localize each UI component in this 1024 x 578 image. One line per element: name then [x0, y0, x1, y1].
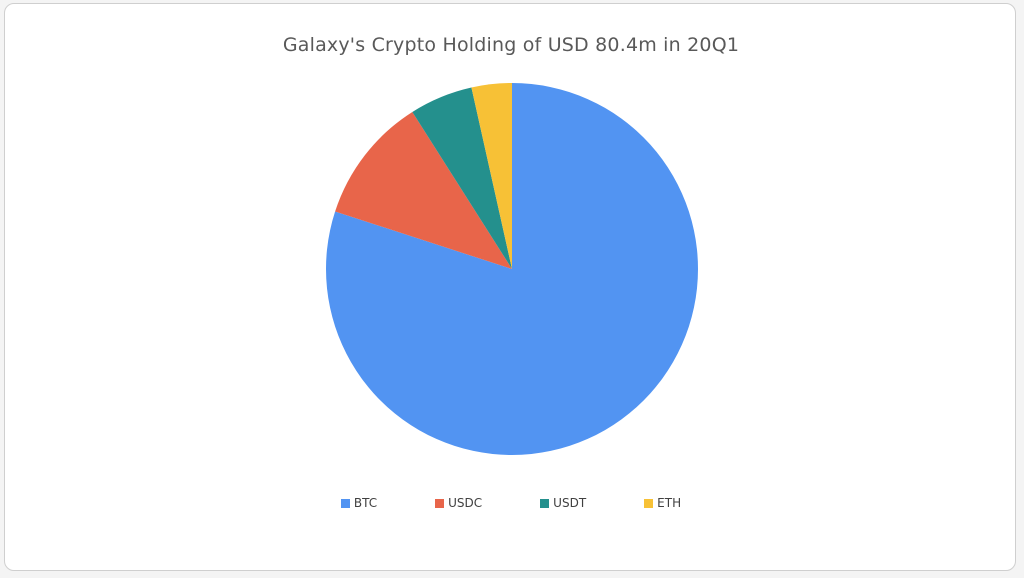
pie-slices — [326, 83, 698, 455]
legend-label: USDC — [448, 496, 483, 510]
legend-swatch — [435, 498, 445, 508]
legend-label: BTC — [353, 496, 378, 510]
legend-item-usdt: USDT — [540, 496, 586, 510]
legend-swatch — [340, 498, 350, 508]
pie-slice-usdc — [335, 111, 512, 269]
chart-frame: Galaxy's Crypto Holding of USD 80.4m in … — [4, 3, 1016, 571]
legend-label: USDT — [553, 496, 587, 510]
legend-swatch — [644, 498, 654, 508]
legend-label: ETH — [657, 496, 682, 510]
legend-swatch — [540, 498, 550, 508]
legend-item-eth: ETH — [644, 496, 681, 510]
chart-legend: BTC USDC USDT ETH — [5, 496, 1017, 510]
pie-chart — [326, 83, 698, 455]
chart-title: Galaxy's Crypto Holding of USD 80.4m in … — [282, 34, 740, 56]
legend-item-btc: BTC — [340, 496, 378, 510]
pie-slice-usdt — [412, 87, 512, 269]
legend-item-usdc: USDC — [435, 496, 482, 510]
pie-slice-eth — [471, 83, 512, 269]
